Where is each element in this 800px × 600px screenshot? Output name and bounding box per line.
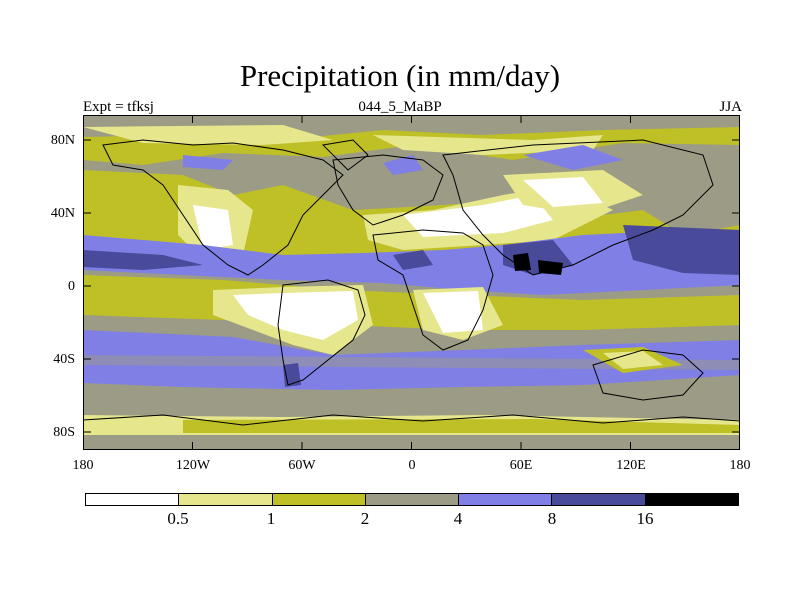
season-label: JJA bbox=[719, 99, 742, 115]
lon-label-120e: 120E bbox=[616, 458, 646, 473]
colorbar-label: 0.5 bbox=[167, 509, 189, 528]
axis-ticks bbox=[83, 115, 740, 450]
continent-outlines bbox=[83, 139, 740, 426]
scandinavia-wet bbox=[383, 155, 423, 175]
sahara-very-dry bbox=[403, 195, 553, 237]
southern-africa-very-dry bbox=[423, 291, 483, 333]
period-label: 044_5_MaBP bbox=[358, 99, 442, 115]
colorbar-segment bbox=[272, 494, 366, 505]
colorbar-segment bbox=[645, 494, 738, 505]
lon-label-120w: 120W bbox=[175, 458, 211, 473]
arctic-dry-east bbox=[373, 135, 603, 155]
lon-label-60w: 60W bbox=[288, 458, 316, 473]
outline-africa bbox=[372, 229, 494, 351]
southern-ocean-gray-stripe bbox=[83, 355, 740, 370]
canada-wet bbox=[183, 155, 233, 170]
lon-label-180e: 180 bbox=[729, 458, 751, 473]
map-canvas bbox=[83, 115, 740, 450]
colorbar-segment bbox=[86, 494, 180, 505]
lon-label-0: 0 bbox=[408, 458, 416, 473]
outline-antarctica bbox=[83, 414, 740, 426]
lat-label-40s: 40S bbox=[53, 352, 75, 367]
outline-south-america bbox=[277, 279, 366, 386]
samerica-very-dry bbox=[233, 291, 358, 340]
experiment-label: Expt = tfksj bbox=[83, 99, 154, 115]
east-asia-gray bbox=[643, 170, 740, 235]
india-extreme bbox=[513, 253, 531, 271]
bay-of-bengal-extreme bbox=[538, 260, 563, 275]
west-pacific-very-wet bbox=[623, 225, 740, 275]
siberia-wet bbox=[523, 145, 623, 170]
africa-very-wet bbox=[393, 250, 433, 270]
colorbar-segment bbox=[552, 494, 646, 505]
asia-very-dry bbox=[523, 177, 603, 207]
colorbar-segment bbox=[365, 494, 460, 505]
lon-label-60e: 60E bbox=[509, 458, 533, 473]
outline-europe bbox=[332, 154, 444, 226]
map-title: Precipitation (in mm/day) bbox=[239, 58, 561, 93]
outline-australia bbox=[592, 349, 704, 401]
europe-gray bbox=[333, 155, 393, 187]
colorbar-label: 16 bbox=[636, 509, 654, 528]
lat-label-0: 0 bbox=[68, 279, 75, 294]
colorbar-label: 8 bbox=[547, 509, 557, 528]
pacific-very-wet-west bbox=[83, 250, 203, 270]
colorbar-label: 2 bbox=[360, 509, 370, 528]
outline-north-america bbox=[102, 139, 344, 276]
namerica-very-dry bbox=[193, 205, 233, 250]
australia-dry bbox=[603, 351, 663, 369]
colorbar-segment bbox=[459, 494, 553, 505]
precipitation-map bbox=[83, 115, 740, 450]
outline-asia bbox=[442, 139, 714, 276]
lat-label-80n: 80N bbox=[50, 133, 75, 148]
colorbar-label: 1 bbox=[266, 509, 276, 528]
colorbar bbox=[85, 493, 739, 506]
lat-label-80s: 80S bbox=[53, 425, 75, 440]
outline-greenland bbox=[321, 139, 369, 171]
colorbar-label: 4 bbox=[453, 509, 463, 528]
lat-label-40n: 40N bbox=[50, 206, 75, 221]
colorbar-segment bbox=[179, 494, 273, 505]
lon-label-180w: 180 bbox=[72, 458, 94, 473]
